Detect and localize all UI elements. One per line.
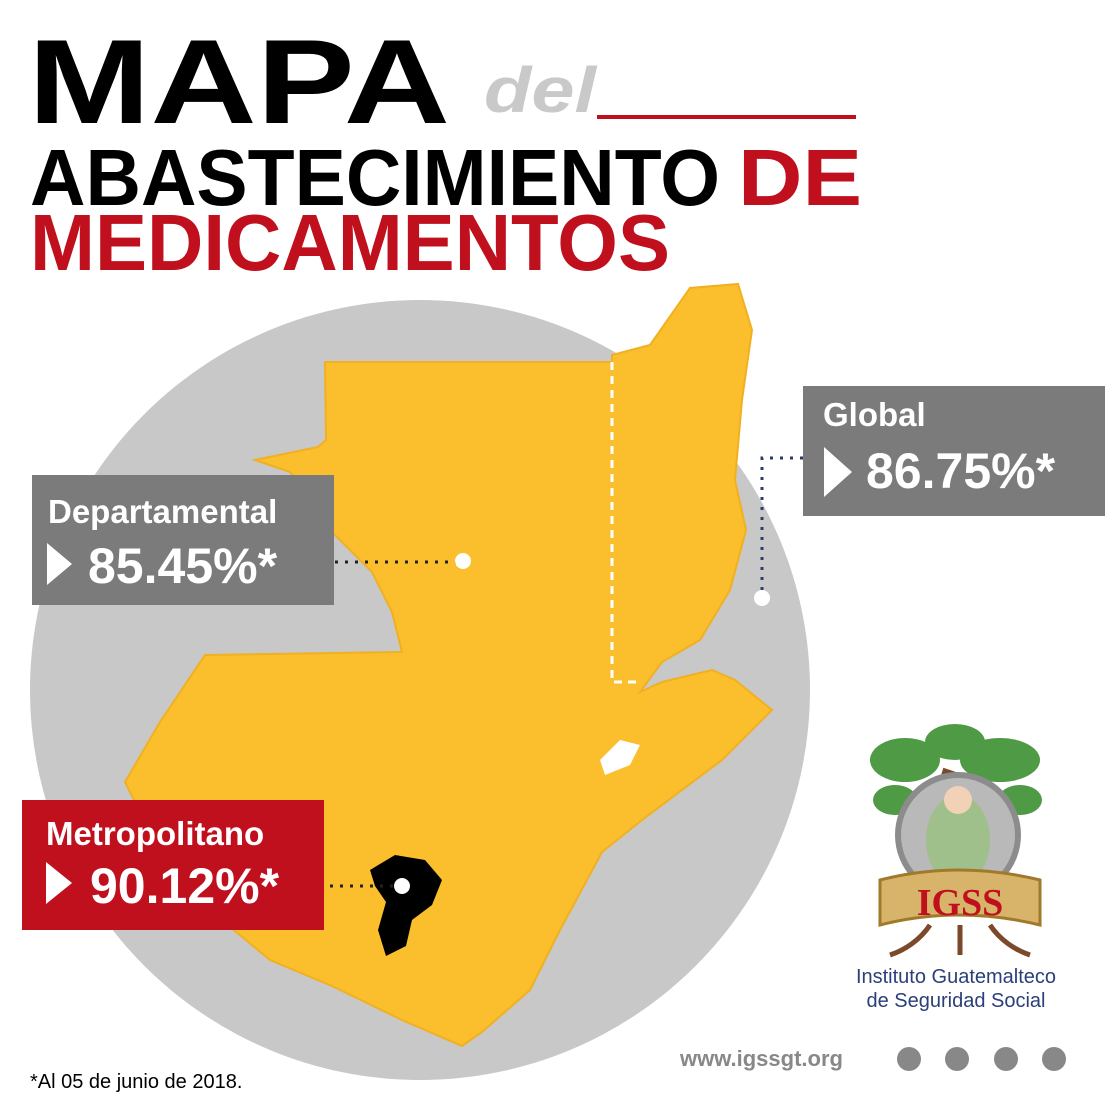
website: www.igssgt.org bbox=[679, 1046, 843, 1071]
connector-dot bbox=[394, 878, 410, 894]
border-dash bbox=[610, 362, 642, 684]
connector-dot bbox=[754, 590, 770, 606]
igss-logo: IGSS Instituto Guatemalteco de Seguridad… bbox=[856, 724, 1056, 1012]
title-line-2: ABASTECIMIENTO bbox=[30, 133, 720, 222]
lake bbox=[600, 740, 640, 775]
title-connector: del bbox=[484, 54, 597, 126]
logo-line: de Seguridad Social bbox=[866, 990, 1045, 1012]
social-icon[interactable] bbox=[994, 1047, 1018, 1071]
title-line-1: MAPA bbox=[28, 15, 450, 149]
logo-line: Instituto Guatemalteco bbox=[856, 966, 1056, 988]
social-icon[interactable] bbox=[1042, 1047, 1066, 1071]
footnote: *Al 05 de junio de 2018. bbox=[30, 1071, 242, 1093]
logo-acronym: IGSS bbox=[917, 882, 1004, 924]
region-name: Metropolitano bbox=[46, 815, 264, 852]
title-line-3: MEDICAMENTOS bbox=[30, 198, 670, 287]
region-value: 85.45%* bbox=[88, 538, 278, 594]
connector bbox=[760, 456, 803, 590]
title-line-2-accent: DE bbox=[738, 133, 862, 222]
social-icon[interactable] bbox=[945, 1047, 969, 1071]
social-icon[interactable] bbox=[897, 1047, 921, 1071]
connector-dot bbox=[455, 553, 471, 569]
region-name: Global bbox=[823, 396, 926, 433]
region-box: Departamental 85.45%* bbox=[32, 475, 334, 605]
region-name: Departamental bbox=[48, 493, 277, 530]
metro-region bbox=[370, 855, 442, 956]
region-box: Metropolitano 90.12%* bbox=[22, 800, 324, 930]
region-box: Global 86.75%* bbox=[803, 386, 1105, 516]
region-value: 86.75%* bbox=[866, 443, 1056, 499]
region-value: 90.12%* bbox=[90, 858, 280, 914]
